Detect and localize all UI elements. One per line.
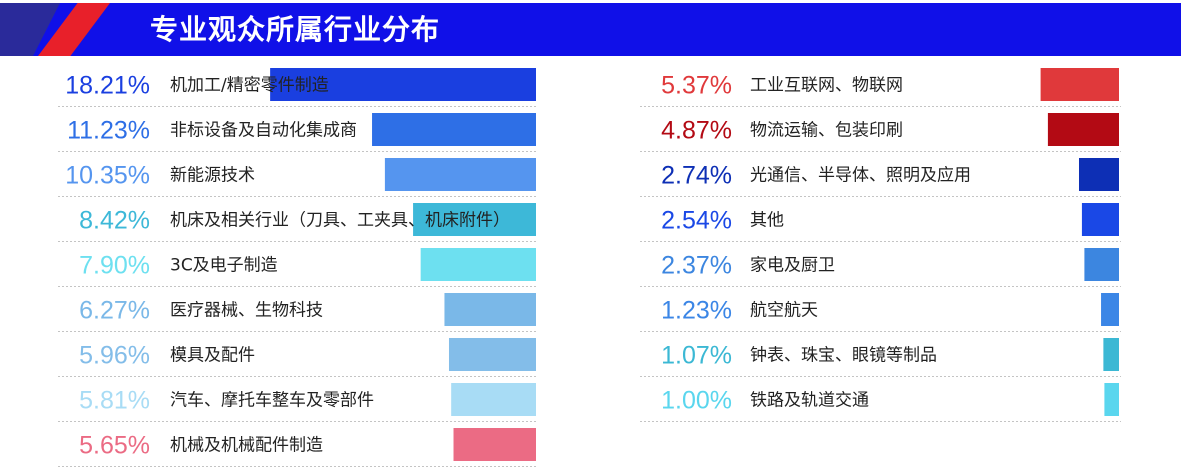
value-label: 11.23% — [67, 117, 150, 145]
value-label: 5.96% — [79, 342, 150, 370]
category-label: 3C及电子制造 — [170, 256, 278, 276]
bar — [1104, 383, 1119, 416]
category-label: 机械及机械配件制造 — [170, 436, 323, 456]
bar — [1078, 158, 1119, 191]
bar — [372, 113, 536, 146]
value-label: 2.37% — [661, 252, 732, 280]
value-label: 2.54% — [661, 207, 732, 235]
category-label: 航空航天 — [750, 301, 818, 321]
bar — [420, 248, 536, 281]
bar — [1101, 293, 1119, 326]
bar — [1047, 113, 1119, 146]
bar — [444, 293, 536, 326]
bar — [1040, 68, 1119, 101]
category-label: 机床及相关行业（刀具、工夹具、机床附件） — [170, 211, 510, 231]
category-label: 钟表、珠宝、眼镜等制品 — [750, 346, 937, 366]
value-label: 7.90% — [79, 252, 150, 280]
bar — [413, 203, 536, 236]
page-title: 专业观众所属行业分布 — [150, 13, 441, 46]
category-label: 模具及配件 — [170, 346, 255, 366]
value-label: 10.35% — [65, 162, 150, 190]
value-label: 2.74% — [661, 162, 732, 190]
bar — [1103, 338, 1119, 371]
bar — [270, 68, 536, 101]
value-label: 5.81% — [79, 387, 150, 415]
category-label: 非标设备及自动化集成商 — [170, 121, 357, 141]
category-label: 其他 — [750, 211, 784, 231]
value-label: 1.07% — [661, 342, 732, 370]
value-label: 6.27% — [79, 297, 150, 325]
category-label: 医疗器械、生物科技 — [170, 301, 323, 321]
category-label: 家电及厨卫 — [750, 256, 835, 276]
header-bar — [0, 3, 1181, 56]
value-label: 5.65% — [79, 432, 150, 460]
value-label: 1.23% — [661, 297, 732, 325]
bar — [384, 158, 536, 191]
category-label: 机加工/精密零件制造 — [170, 76, 329, 96]
value-label: 1.00% — [661, 387, 732, 415]
value-label: 18.21% — [65, 72, 150, 100]
category-label: 新能源技术 — [170, 166, 255, 186]
bar — [453, 428, 536, 461]
bar — [451, 383, 536, 416]
value-label: 8.42% — [79, 207, 150, 235]
category-label: 汽车、摩托车整车及零部件 — [170, 391, 374, 411]
bar — [448, 338, 536, 371]
category-label: 工业互联网、物联网 — [750, 76, 903, 96]
value-label: 4.87% — [661, 117, 732, 145]
bar — [1081, 203, 1119, 236]
header: 专业观众所属行业分布 — [0, 3, 1181, 56]
bar — [1084, 248, 1119, 281]
category-label: 铁路及轨道交通 — [750, 391, 869, 411]
value-label: 5.37% — [661, 72, 732, 100]
category-label: 光通信、半导体、照明及应用 — [750, 166, 971, 186]
category-label: 物流运输、包装印刷 — [750, 121, 903, 141]
